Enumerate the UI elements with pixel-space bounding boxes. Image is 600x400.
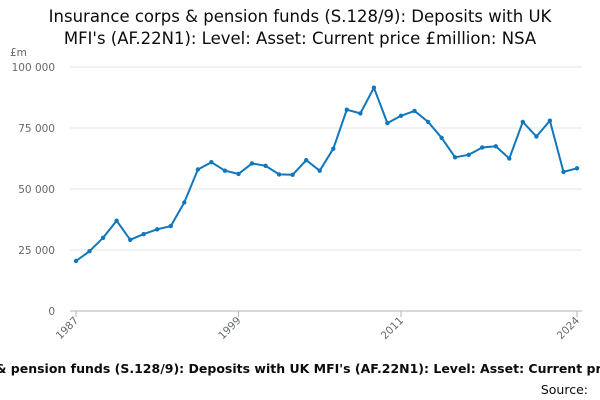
x-tick-label: 1987 bbox=[54, 315, 81, 342]
data-point bbox=[412, 108, 417, 114]
data-point bbox=[209, 160, 214, 165]
data-point bbox=[155, 227, 160, 232]
data-point bbox=[507, 156, 512, 161]
data-point bbox=[547, 118, 553, 123]
data-point bbox=[236, 171, 241, 177]
data-point bbox=[493, 144, 498, 149]
chart-title: Insurance corps & pension funds (S.128/9… bbox=[0, 6, 600, 50]
data-point bbox=[574, 166, 580, 171]
data-point bbox=[385, 120, 390, 126]
data-point bbox=[466, 152, 471, 157]
y-tick-label: 100 000 bbox=[12, 62, 55, 74]
series-label: Insurance corps & pension funds (S.128/9… bbox=[0, 361, 600, 376]
x-tick-label: 2024 bbox=[555, 314, 583, 342]
data-point bbox=[344, 107, 349, 112]
data-point bbox=[331, 146, 336, 151]
x-tick-label: 2011 bbox=[379, 315, 406, 342]
data-point bbox=[290, 172, 295, 177]
data-point bbox=[561, 169, 566, 175]
data-point bbox=[317, 168, 322, 173]
y-tick-label: 25 000 bbox=[18, 245, 55, 257]
y-axis-label: £m bbox=[10, 47, 27, 59]
data-point bbox=[128, 237, 133, 242]
series-line bbox=[75, 86, 578, 262]
data-point bbox=[263, 163, 268, 168]
y-tick-label: 50 000 bbox=[18, 184, 55, 196]
series-label-text: Insurance corps & pension funds (S.128/9… bbox=[0, 361, 600, 376]
data-point bbox=[480, 145, 485, 150]
source-label: Source: bbox=[540, 382, 588, 397]
chart-title-line-1: Insurance corps & pension funds (S.128/9… bbox=[48, 7, 552, 26]
x-tick-label: 1999 bbox=[216, 315, 243, 342]
data-point bbox=[100, 235, 106, 240]
data-point bbox=[425, 119, 431, 125]
data-point bbox=[398, 113, 404, 119]
data-point bbox=[168, 223, 173, 229]
data-point bbox=[73, 258, 79, 264]
data-point bbox=[520, 119, 525, 125]
data-point bbox=[439, 135, 444, 140]
data-point bbox=[222, 168, 228, 173]
data-point bbox=[452, 155, 458, 160]
data-point bbox=[371, 85, 377, 90]
y-tick-label: 75 000 bbox=[18, 123, 55, 135]
data-point bbox=[195, 167, 201, 172]
data-point bbox=[87, 249, 92, 254]
data-point bbox=[141, 231, 146, 237]
y-tick-label: 0 bbox=[48, 306, 55, 318]
data-point bbox=[114, 218, 119, 223]
data-point bbox=[182, 200, 187, 205]
chart-title-line-2: MFI's (AF.22N1): Level: Asset: Current p… bbox=[63, 29, 537, 48]
data-point bbox=[304, 158, 309, 163]
data-point bbox=[534, 134, 539, 139]
data-point bbox=[276, 172, 282, 177]
data-point bbox=[249, 161, 255, 166]
data-point bbox=[358, 111, 363, 116]
